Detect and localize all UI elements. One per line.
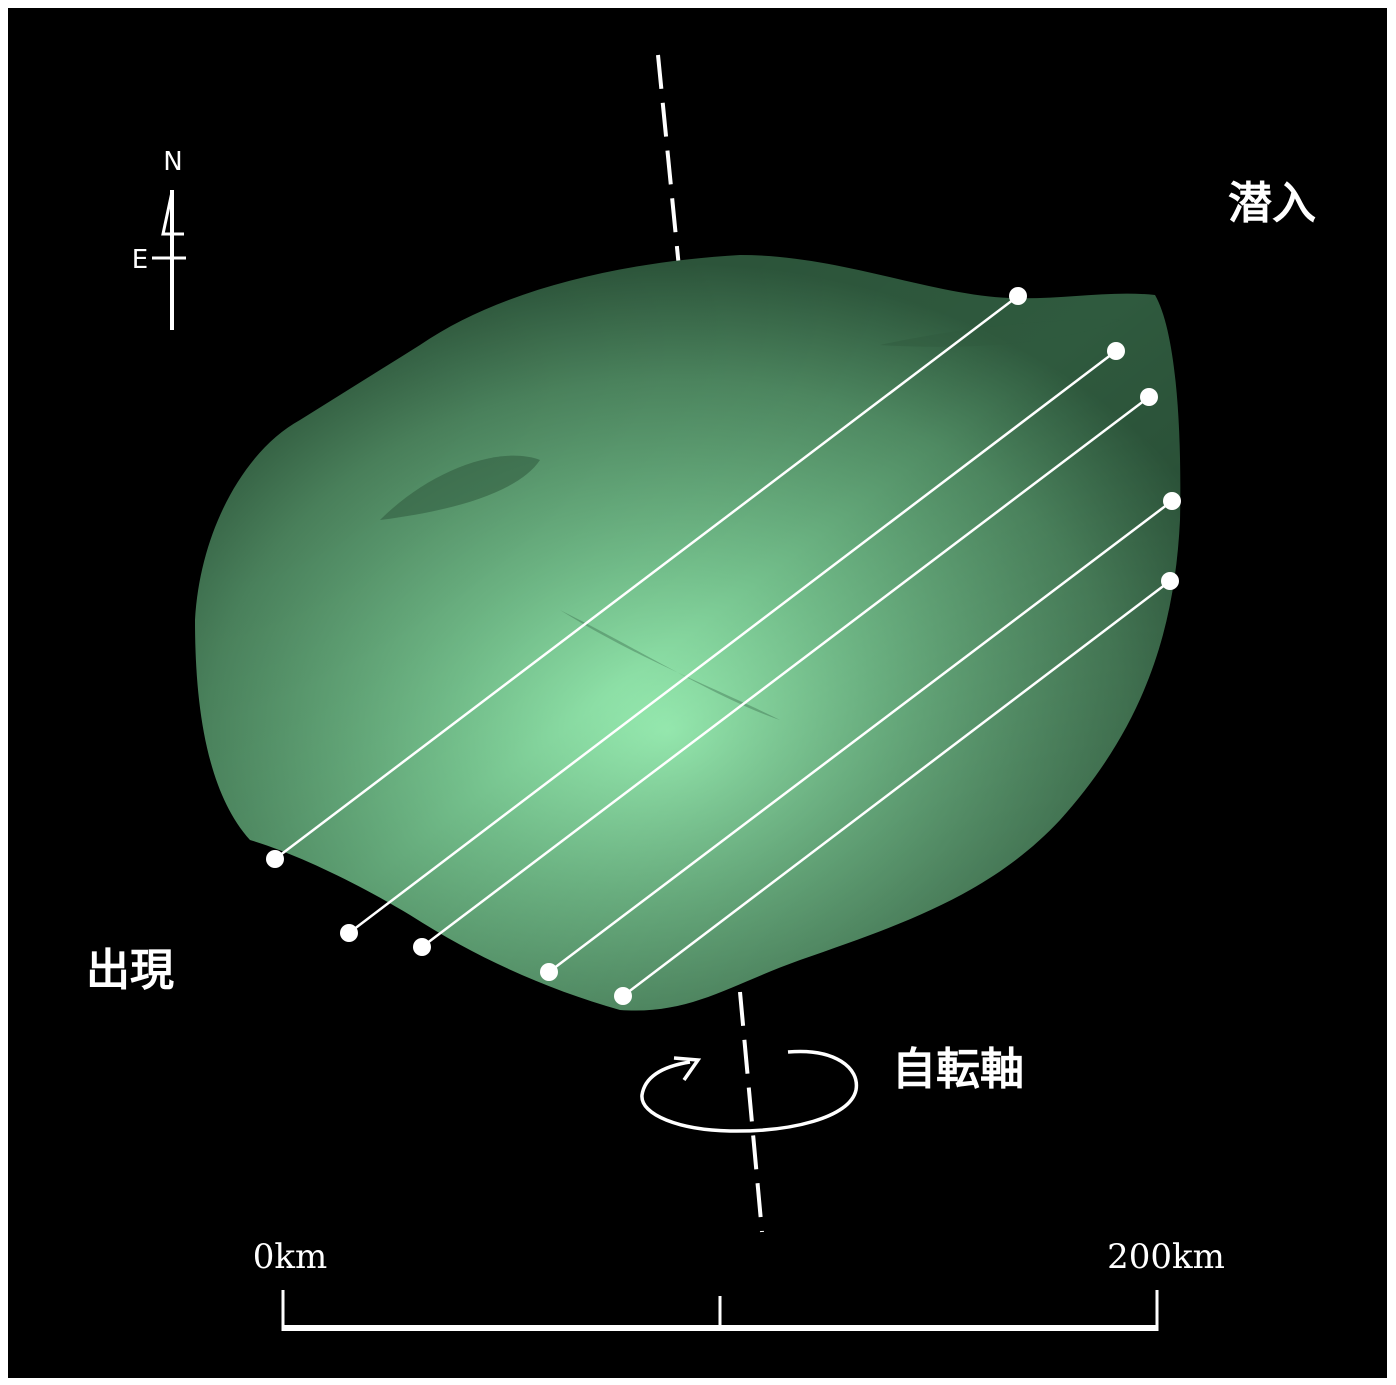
asteroid-shape (195, 255, 1181, 1011)
rotation-axis-upper (656, 54, 684, 299)
chord-5-egress-point (614, 987, 632, 1005)
chord-3-egress-point (413, 938, 431, 956)
chord-1-ingress-point (1009, 287, 1027, 305)
egress-label: 出現 (86, 945, 174, 996)
scale-start-label: 0km (253, 1237, 327, 1277)
chord-5-ingress-point (1161, 572, 1179, 590)
occultation-chords (266, 287, 1181, 1005)
chord-3 (421, 396, 1150, 948)
compass-north-label: N (163, 147, 182, 177)
chord-1-egress-point (266, 850, 284, 868)
chord-4 (548, 500, 1173, 973)
ingress-label: 潜入 (1228, 178, 1316, 229)
chord-2-egress-point (340, 924, 358, 942)
scale-bar (281, 1290, 1159, 1331)
chord-3-ingress-point (1140, 388, 1158, 406)
rotation-axis-lower (738, 991, 764, 1233)
compass-icon: N E (132, 147, 186, 330)
chord-5 (622, 580, 1171, 997)
rotation-axis-label: 自転軸 (892, 1044, 1024, 1095)
chord-2-ingress-point (1107, 342, 1125, 360)
chord-4-ingress-point (1163, 492, 1181, 510)
compass-east-label: E (132, 245, 148, 275)
rotation-arrow-icon (640, 1049, 859, 1133)
chord-1 (274, 295, 1019, 860)
chord-4-egress-point (540, 963, 558, 981)
scale-end-label: 200km (1107, 1237, 1225, 1277)
chord-2 (348, 350, 1117, 934)
